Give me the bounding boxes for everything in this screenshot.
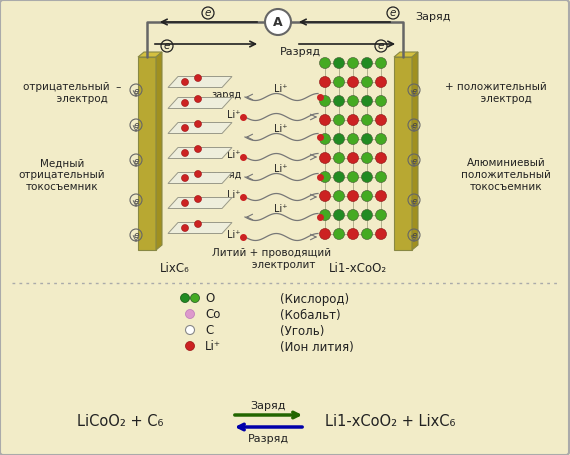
Text: Li⁺: Li⁺ <box>227 230 241 240</box>
Circle shape <box>320 57 331 69</box>
Text: (Ион лития): (Ион лития) <box>280 340 354 354</box>
Text: C: C <box>205 324 213 338</box>
Text: O: O <box>205 293 214 305</box>
Polygon shape <box>168 147 232 158</box>
Circle shape <box>320 76 331 87</box>
Circle shape <box>348 115 359 126</box>
Text: Li⁺: Li⁺ <box>227 150 241 160</box>
Text: Co: Co <box>205 308 221 322</box>
Text: Li⁺: Li⁺ <box>274 164 288 174</box>
Circle shape <box>333 115 344 126</box>
Text: LixC₆: LixC₆ <box>160 262 190 275</box>
Circle shape <box>348 209 359 221</box>
Text: e: e <box>411 121 417 131</box>
Circle shape <box>361 209 373 221</box>
Circle shape <box>348 228 359 239</box>
Text: e: e <box>133 86 139 96</box>
Circle shape <box>361 57 373 69</box>
Text: + положительный
      электрод: + положительный электрод <box>445 82 547 104</box>
Text: заряд: заряд <box>211 90 241 100</box>
Circle shape <box>361 76 373 87</box>
Circle shape <box>333 172 344 182</box>
Circle shape <box>376 209 386 221</box>
Circle shape <box>361 228 373 239</box>
Text: e: e <box>411 197 417 206</box>
Text: (Кобальт): (Кобальт) <box>280 308 341 322</box>
Circle shape <box>376 191 386 202</box>
Circle shape <box>320 133 331 145</box>
Text: Li1-xCoO₂ + LixC₆: Li1-xCoO₂ + LixC₆ <box>325 415 455 430</box>
Text: e: e <box>205 8 211 18</box>
Text: e: e <box>411 232 417 241</box>
Circle shape <box>181 199 189 207</box>
Circle shape <box>361 115 373 126</box>
Polygon shape <box>168 172 232 183</box>
Circle shape <box>333 76 344 87</box>
Text: e: e <box>133 232 139 241</box>
Circle shape <box>348 96 359 106</box>
Text: Алюминиевый
положительный
токосъемник: Алюминиевый положительный токосъемник <box>461 158 551 192</box>
Circle shape <box>190 293 200 303</box>
Bar <box>138 57 156 250</box>
Text: A: A <box>273 16 283 30</box>
Text: Медный
отрицательный
токосъемник: Медный отрицательный токосъемник <box>19 158 105 192</box>
Circle shape <box>348 76 359 87</box>
Polygon shape <box>156 52 162 250</box>
Circle shape <box>320 96 331 106</box>
Circle shape <box>320 172 331 182</box>
Circle shape <box>361 191 373 202</box>
Circle shape <box>376 76 386 87</box>
Circle shape <box>333 209 344 221</box>
Circle shape <box>181 79 189 86</box>
Circle shape <box>320 191 331 202</box>
Text: Li⁺: Li⁺ <box>274 204 288 214</box>
Circle shape <box>265 9 291 35</box>
Text: e: e <box>411 86 417 96</box>
Circle shape <box>361 96 373 106</box>
Text: Li⁺: Li⁺ <box>274 124 288 134</box>
Text: Заряд: Заряд <box>250 401 286 411</box>
Text: отрицательный  –
      электрод: отрицательный – электрод <box>23 82 121 104</box>
Text: Li⁺: Li⁺ <box>205 340 221 354</box>
Bar <box>394 57 412 250</box>
Circle shape <box>181 125 189 131</box>
Circle shape <box>333 191 344 202</box>
Circle shape <box>194 171 202 177</box>
Circle shape <box>320 228 331 239</box>
Circle shape <box>333 133 344 145</box>
Circle shape <box>376 228 386 239</box>
Circle shape <box>194 96 202 102</box>
Text: e: e <box>164 41 170 51</box>
Circle shape <box>333 96 344 106</box>
Circle shape <box>320 152 331 163</box>
Circle shape <box>194 221 202 228</box>
Circle shape <box>181 224 189 232</box>
Circle shape <box>181 150 189 157</box>
Text: e: e <box>133 197 139 206</box>
Circle shape <box>320 209 331 221</box>
Circle shape <box>348 133 359 145</box>
Circle shape <box>361 133 373 145</box>
Circle shape <box>348 152 359 163</box>
Circle shape <box>333 228 344 239</box>
Circle shape <box>361 152 373 163</box>
Text: разряд: разряд <box>205 170 241 180</box>
Polygon shape <box>412 52 418 250</box>
Circle shape <box>185 325 194 334</box>
Circle shape <box>348 172 359 182</box>
Text: Литий + проводящий
       электролит: Литий + проводящий электролит <box>213 248 332 270</box>
Circle shape <box>333 152 344 163</box>
Circle shape <box>376 57 386 69</box>
Circle shape <box>376 172 386 182</box>
Circle shape <box>348 57 359 69</box>
Text: (Кислород): (Кислород) <box>280 293 349 305</box>
Polygon shape <box>168 122 232 133</box>
Circle shape <box>194 146 202 152</box>
Text: Li⁺: Li⁺ <box>274 84 288 94</box>
Circle shape <box>333 57 344 69</box>
Circle shape <box>348 191 359 202</box>
Text: Li⁺: Li⁺ <box>227 110 241 120</box>
Circle shape <box>181 293 189 303</box>
Circle shape <box>181 100 189 106</box>
